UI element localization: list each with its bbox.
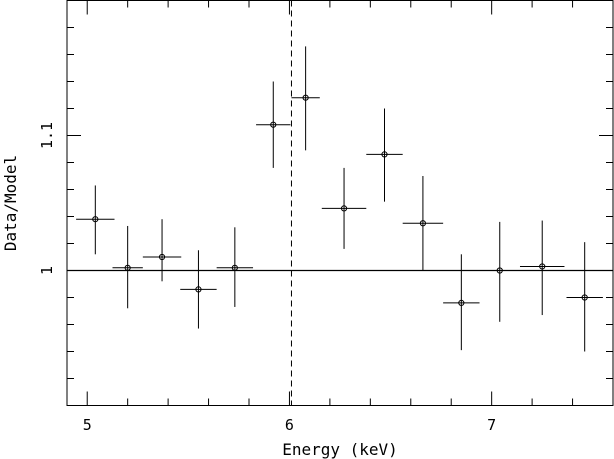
y-tick-label: 1 xyxy=(38,266,56,275)
x-axis-label: Energy (keV) xyxy=(282,440,398,459)
data-point xyxy=(321,167,367,249)
data-point-marker xyxy=(458,299,465,306)
data-point xyxy=(402,176,444,271)
data-points xyxy=(76,46,603,352)
data-point-marker xyxy=(231,264,238,271)
axis-ticks xyxy=(67,0,614,406)
data-point-marker xyxy=(302,94,309,101)
data-point-marker xyxy=(158,253,166,261)
y-axis-label: Data/Model xyxy=(1,155,20,251)
data-point-marker xyxy=(92,216,99,223)
data-point xyxy=(180,250,217,329)
data-point xyxy=(216,227,254,307)
data-point xyxy=(291,46,320,151)
data-point xyxy=(366,108,403,202)
data-point-marker xyxy=(124,264,131,271)
data-point-marker xyxy=(496,267,503,274)
data-point-marker xyxy=(195,286,202,293)
plot-frame xyxy=(66,0,614,406)
data-point xyxy=(256,81,291,168)
x-tick-label: 7 xyxy=(487,416,496,434)
y-tick-label: 1.1 xyxy=(38,122,56,149)
data-point-marker xyxy=(340,205,348,212)
x-tick-label: 6 xyxy=(285,416,294,434)
data-point-marker xyxy=(419,220,427,227)
data-point xyxy=(76,185,115,255)
data-point xyxy=(142,219,182,282)
x-tick-label: 5 xyxy=(83,416,92,434)
data-point xyxy=(566,242,603,352)
data-point-marker xyxy=(539,263,546,270)
data-point xyxy=(519,220,565,316)
reference-lines xyxy=(67,0,613,406)
data-point xyxy=(443,254,480,351)
data-point-marker xyxy=(381,151,388,158)
tick-labels: 5 6 7 1 1.1 xyxy=(38,122,496,434)
data-point-marker xyxy=(270,121,277,128)
data-point-marker xyxy=(581,294,588,301)
data-point xyxy=(112,225,143,309)
data-point xyxy=(481,221,518,322)
